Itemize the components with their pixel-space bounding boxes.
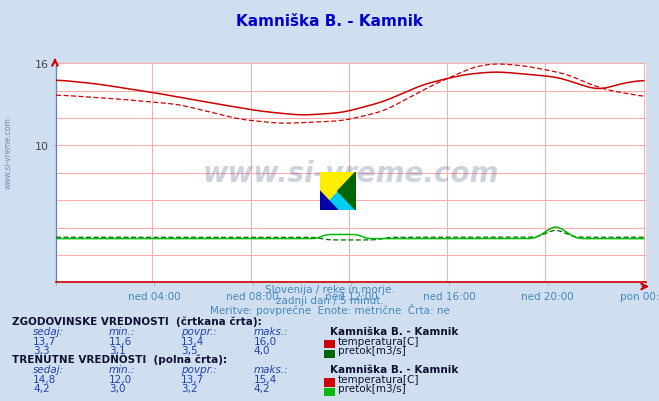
- Text: min.:: min.:: [109, 364, 135, 374]
- Text: maks.:: maks.:: [254, 326, 289, 336]
- Text: 12,0: 12,0: [109, 374, 132, 384]
- Text: 3,0: 3,0: [109, 383, 125, 393]
- Text: 3,2: 3,2: [181, 383, 198, 393]
- Polygon shape: [320, 172, 356, 211]
- Text: 13,4: 13,4: [181, 336, 204, 346]
- Text: 3,5: 3,5: [181, 345, 198, 355]
- Text: Kamniška B. - Kamnik: Kamniška B. - Kamnik: [236, 14, 423, 29]
- Text: Meritve: povprečne  Enote: metrične  Črta: ne: Meritve: povprečne Enote: metrične Črta:…: [210, 303, 449, 315]
- Text: TRENUTNE VREDNOSTI  (polna črta):: TRENUTNE VREDNOSTI (polna črta):: [12, 354, 227, 364]
- Polygon shape: [320, 172, 356, 211]
- Text: sedaj:: sedaj:: [33, 364, 64, 374]
- Polygon shape: [338, 172, 356, 211]
- Text: ZGODOVINSKE VREDNOSTI  (črtkana črta):: ZGODOVINSKE VREDNOSTI (črtkana črta):: [12, 316, 262, 326]
- Text: zadnji dan / 5 minut.: zadnji dan / 5 minut.: [275, 295, 384, 305]
- Text: 14,8: 14,8: [33, 374, 56, 384]
- Text: 4,2: 4,2: [254, 383, 270, 393]
- Text: Kamniška B. - Kamnik: Kamniška B. - Kamnik: [330, 326, 458, 336]
- Text: temperatura[C]: temperatura[C]: [338, 336, 420, 346]
- Text: 13,7: 13,7: [33, 336, 56, 346]
- Text: 4,0: 4,0: [254, 345, 270, 355]
- Text: min.:: min.:: [109, 326, 135, 336]
- Text: 3,1: 3,1: [109, 345, 125, 355]
- Text: 3,3: 3,3: [33, 345, 49, 355]
- Text: povpr.:: povpr.:: [181, 326, 217, 336]
- Text: povpr.:: povpr.:: [181, 364, 217, 374]
- Polygon shape: [320, 192, 338, 211]
- Text: maks.:: maks.:: [254, 364, 289, 374]
- Text: pretok[m3/s]: pretok[m3/s]: [338, 383, 406, 393]
- Text: sedaj:: sedaj:: [33, 326, 64, 336]
- Text: temperatura[C]: temperatura[C]: [338, 374, 420, 384]
- Text: Slovenija / reke in morje.: Slovenija / reke in morje.: [264, 285, 395, 295]
- Text: pretok[m3/s]: pretok[m3/s]: [338, 345, 406, 355]
- Text: 4,2: 4,2: [33, 383, 49, 393]
- Text: 13,7: 13,7: [181, 374, 204, 384]
- Polygon shape: [320, 172, 356, 211]
- Text: Kamniška B. - Kamnik: Kamniška B. - Kamnik: [330, 364, 458, 374]
- Text: 11,6: 11,6: [109, 336, 132, 346]
- Text: 16,0: 16,0: [254, 336, 277, 346]
- Text: 15,4: 15,4: [254, 374, 277, 384]
- Text: www.si-vreme.com: www.si-vreme.com: [203, 160, 499, 187]
- Text: www.si-vreme.com: www.si-vreme.com: [4, 117, 13, 188]
